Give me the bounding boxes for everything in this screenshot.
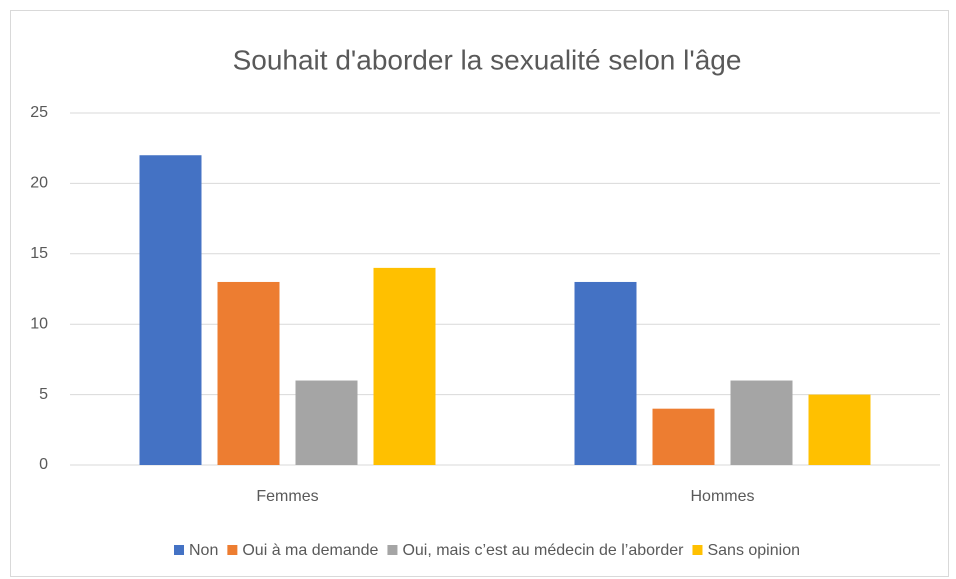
y-tick-label: 10 [30, 315, 48, 332]
y-tick-label: 0 [39, 456, 48, 473]
legend-label: Sans opinion [707, 542, 800, 559]
legend-swatch [387, 545, 398, 555]
legend-label: Oui, mais c’est au médecin de l’aborder [402, 542, 684, 559]
chart-title: Souhait d'aborder la sexualité selon l'â… [233, 44, 742, 75]
x-tick-label: Femmes [256, 488, 318, 505]
bar [217, 281, 280, 465]
y-tick-label: 25 [30, 104, 48, 121]
bar [730, 380, 793, 465]
bar [808, 394, 871, 465]
legend-label: Oui à ma demande [242, 542, 378, 559]
legend-label: Non [189, 542, 218, 559]
legend-swatch [692, 545, 703, 555]
y-tick-label: 5 [39, 386, 48, 403]
legend-swatch [227, 545, 238, 555]
bar [295, 380, 358, 465]
legend-swatch [174, 545, 185, 555]
y-tick-label: 15 [30, 245, 48, 262]
bar [139, 155, 202, 466]
bar [574, 281, 637, 465]
bar [373, 267, 436, 465]
x-tick-label: Hommes [690, 488, 754, 505]
y-tick-label: 20 [30, 175, 48, 192]
bar [652, 408, 715, 465]
